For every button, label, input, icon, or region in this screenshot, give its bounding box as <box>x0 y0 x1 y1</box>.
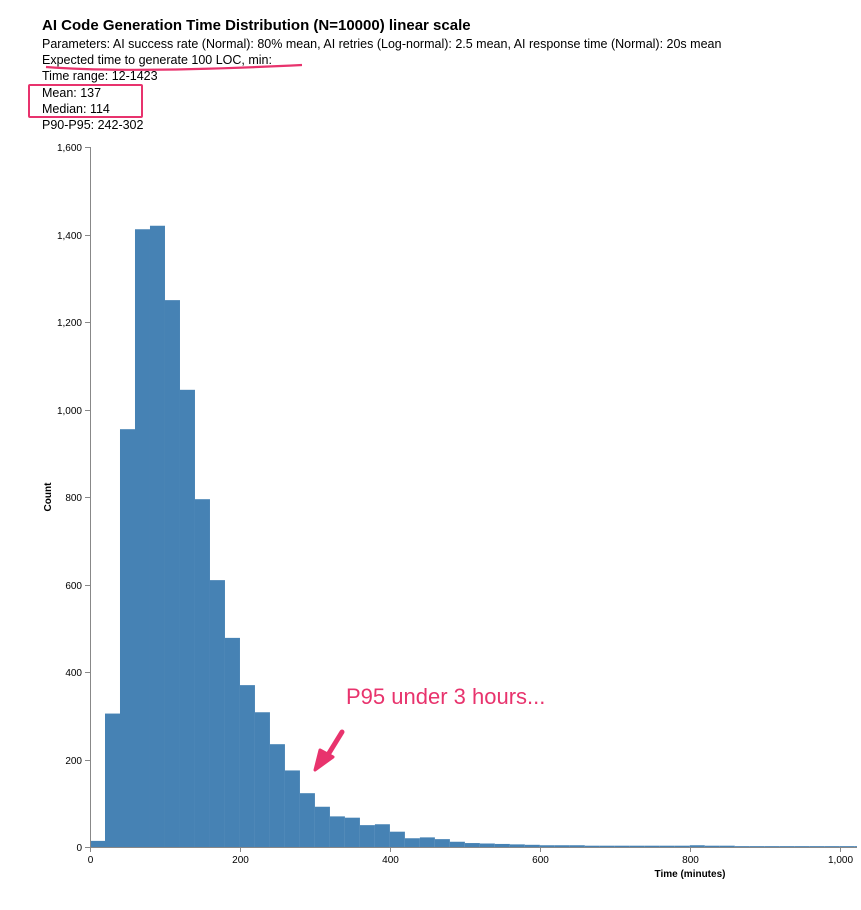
histogram-bar <box>824 846 840 848</box>
annotation-arrow <box>313 729 345 772</box>
histogram-bar <box>719 845 735 847</box>
histogram-bar <box>464 843 480 847</box>
histogram-bar <box>854 846 857 848</box>
y-tick-label: 1,200 <box>57 318 82 329</box>
histogram-bar <box>164 300 180 848</box>
histogram-bar <box>704 845 720 847</box>
histogram-bar <box>584 845 600 847</box>
histogram-bar <box>374 824 390 847</box>
y-tick-label: 1,400 <box>57 231 82 242</box>
histogram-bar <box>569 845 585 847</box>
x-tick-label: 1,000 <box>828 855 853 866</box>
histogram-bar <box>689 845 705 847</box>
p90-p95-text: P90-P95: 242-302 <box>42 118 144 133</box>
histogram-bar <box>404 838 420 847</box>
histogram-bar <box>674 845 690 847</box>
histogram-bar <box>90 840 105 848</box>
histogram-bar <box>179 389 195 847</box>
histogram-bar <box>809 846 825 848</box>
x-tick-label: 0 <box>88 855 94 866</box>
histogram-bar <box>149 225 165 847</box>
y-tick-label: 800 <box>65 493 82 504</box>
histogram-bar <box>794 846 810 848</box>
histogram-bar <box>659 845 675 847</box>
parameters-text: Parameters: AI success rate (Normal): 80… <box>42 37 722 51</box>
p95-annotation-text: P95 under 3 hours... <box>346 684 546 709</box>
histogram-bar <box>299 793 315 847</box>
histogram-bar <box>779 846 795 848</box>
histogram-bar <box>344 817 360 847</box>
histogram-bar <box>449 841 465 847</box>
histogram-bar <box>329 816 345 848</box>
histogram-bar <box>254 712 270 847</box>
histogram-bar <box>539 845 555 847</box>
x-tick-label: 800 <box>682 855 699 866</box>
histogram-bar <box>644 845 660 847</box>
histogram-bars <box>90 225 857 848</box>
histogram-bar <box>314 806 330 847</box>
histogram-bar <box>194 499 210 847</box>
y-axis-title: Count <box>43 482 54 512</box>
histogram-bar <box>764 846 780 848</box>
x-axis: 0 200 400 600 800 1,000 <box>88 847 857 866</box>
histogram-bar <box>134 229 150 847</box>
x-axis-title: Time (minutes) <box>655 869 726 880</box>
histogram-bar <box>554 845 570 847</box>
histogram-bar <box>269 744 285 847</box>
y-tick-label: 400 <box>65 668 82 679</box>
median-text: Median: 114 <box>42 101 110 116</box>
chart-title: AI Code Generation Time Distribution (N=… <box>42 17 471 34</box>
x-tick-label: 200 <box>232 855 249 866</box>
mean-text: Mean: 137 <box>42 85 102 100</box>
histogram-bar <box>359 825 375 848</box>
histogram-bar <box>119 429 135 847</box>
histogram-bar <box>524 844 540 847</box>
y-tick-label: 0 <box>76 843 82 854</box>
histogram-bar <box>419 837 435 848</box>
histogram-bar <box>599 845 615 847</box>
y-tick-label: 200 <box>65 756 82 767</box>
y-axis: 0 200 400 600 800 1,000 1,200 1,400 1,600 <box>57 143 91 854</box>
y-tick-label: 1,000 <box>57 406 82 417</box>
histogram-bar <box>629 845 645 847</box>
histogram-bar <box>224 637 240 848</box>
mean-median-highlight-box <box>28 84 143 118</box>
histogram-bar <box>734 846 750 848</box>
chart-header: AI Code Generation Time Distribution (N=… <box>42 16 721 133</box>
time-range-text: Time range: 12-1423 <box>42 69 158 84</box>
x-tick-label: 400 <box>382 855 399 866</box>
histogram-bar <box>509 844 525 848</box>
x-tick-label: 600 <box>532 855 549 866</box>
histogram-bar <box>749 846 765 848</box>
histogram-bar <box>479 843 495 847</box>
histogram-bar <box>284 770 300 847</box>
expected-time-text: Expected time to generate 100 LOC, min: <box>42 53 272 68</box>
histogram-bar <box>239 685 255 848</box>
histogram-bar <box>389 831 405 847</box>
histogram-bar <box>105 713 120 847</box>
expected-time-underline <box>45 63 303 71</box>
histogram-bar <box>839 846 855 848</box>
histogram-bar <box>434 839 450 848</box>
y-tick-label: 1,600 <box>57 143 82 154</box>
histogram-bar <box>614 845 630 847</box>
histogram-bar <box>494 843 510 847</box>
y-tick-label: 600 <box>65 581 82 592</box>
histogram-bar <box>209 580 225 848</box>
